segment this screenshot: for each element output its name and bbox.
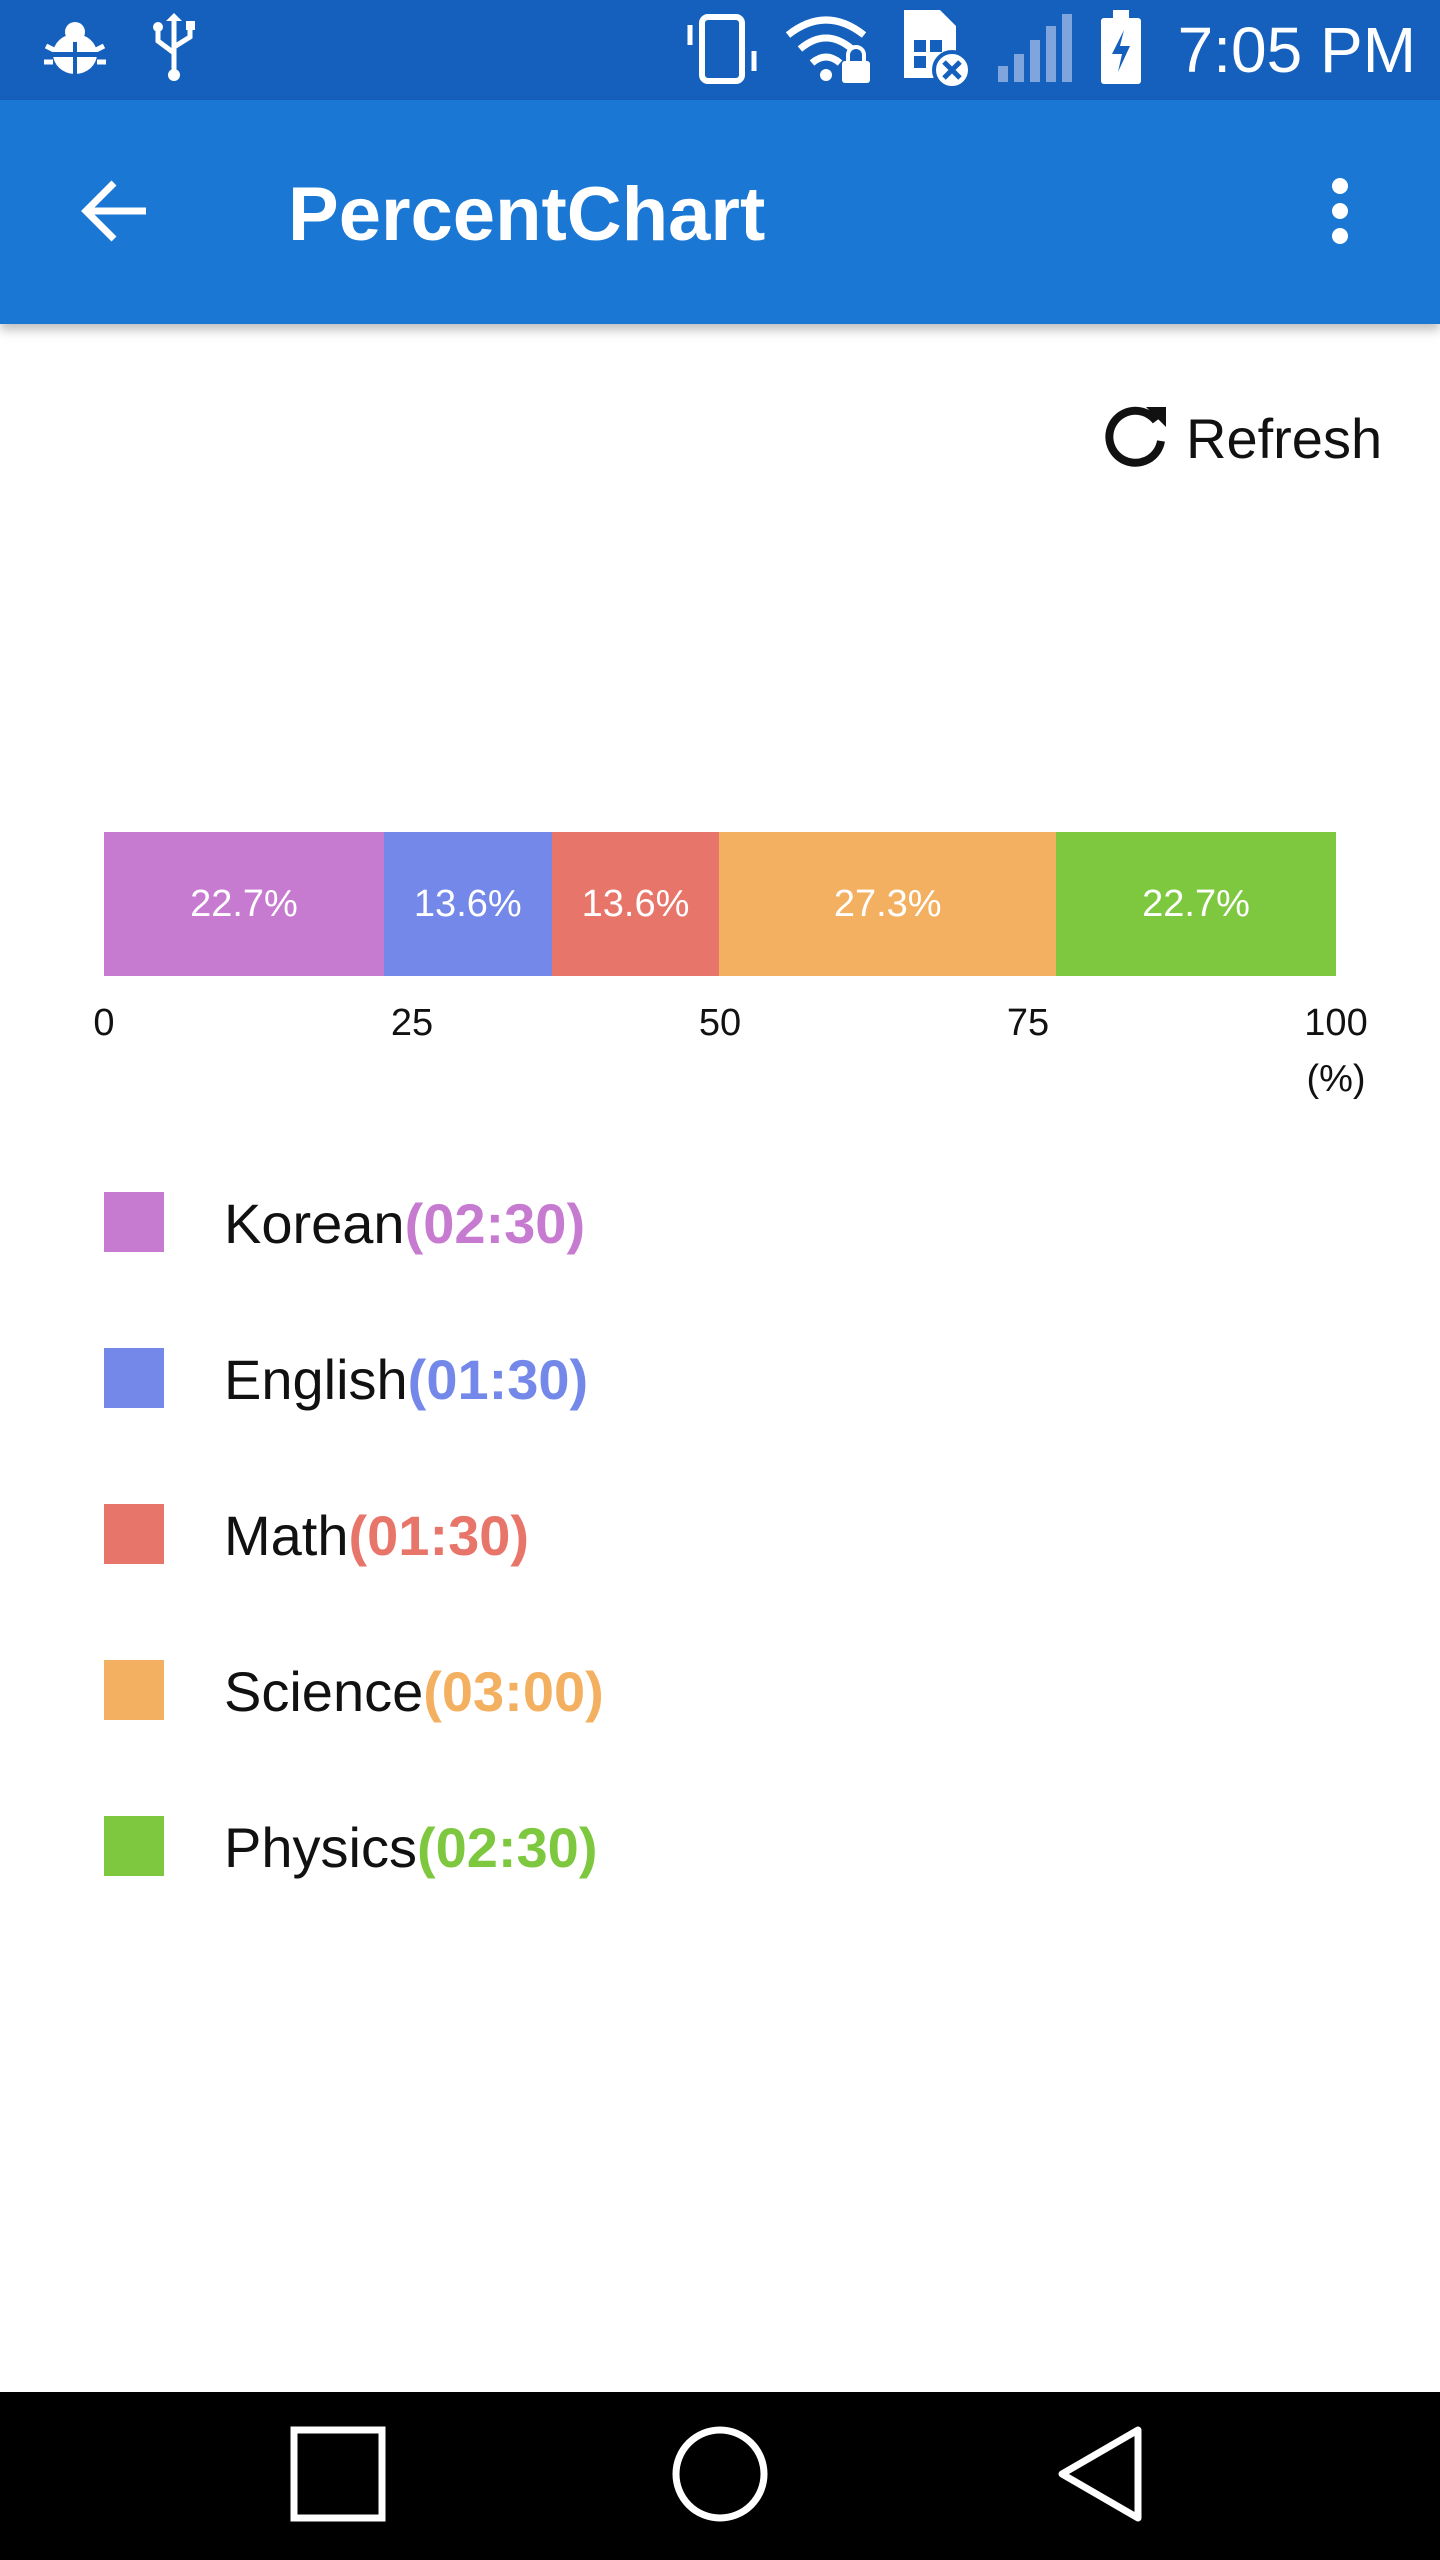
bar-segment-english: 13.6% bbox=[383, 832, 552, 976]
legend-subject-name: Physics bbox=[224, 1816, 417, 1879]
navigation-bar bbox=[0, 2392, 1440, 2560]
page-title: PercentChart bbox=[288, 172, 766, 257]
arrow-back-icon bbox=[80, 179, 150, 248]
legend-subject-time: (01:30) bbox=[348, 1504, 530, 1567]
circle-home-icon bbox=[670, 2424, 770, 2529]
legend-item: Korean(02:30) bbox=[104, 1176, 1304, 1332]
legend-item: Math(01:30) bbox=[104, 1488, 1304, 1644]
x-tick-label: 0 bbox=[93, 1002, 115, 1044]
legend-label: English(01:30) bbox=[224, 1332, 588, 1428]
legend-label: Math(01:30) bbox=[224, 1488, 529, 1584]
wifi-lock-icon bbox=[784, 11, 874, 90]
legend-label: Physics(02:30) bbox=[224, 1800, 597, 1896]
refresh-button[interactable]: Refresh bbox=[1100, 388, 1390, 488]
status-bar: 7:05 PM bbox=[0, 0, 1440, 100]
refresh-label: Refresh bbox=[1186, 406, 1383, 470]
legend-subject-name: Science bbox=[224, 1660, 424, 1723]
legend-swatch bbox=[104, 1816, 164, 1876]
vibrate-icon bbox=[682, 11, 762, 90]
more-vert-icon bbox=[1330, 176, 1350, 251]
app-bar: PercentChart bbox=[0, 100, 1440, 324]
legend-swatch bbox=[104, 1504, 164, 1564]
bar-segment-science: 27.3% bbox=[719, 832, 1057, 976]
legend-subject-time: (03:00) bbox=[423, 1660, 604, 1723]
battery-charging-icon bbox=[1096, 8, 1146, 93]
legend-label: Science(03:00) bbox=[224, 1644, 604, 1740]
stacked-bar: 22.7% 13.6% 13.6% 27.3% 22.7% bbox=[104, 832, 1336, 976]
x-tick-label: 25 bbox=[390, 1002, 434, 1044]
debug-bug-icon bbox=[40, 16, 110, 85]
usb-icon bbox=[150, 12, 198, 88]
chart-legend: Korean(02:30) English(01:30) Math(01:30) Sc… bbox=[104, 1176, 1304, 1956]
x-tick-label: 75 bbox=[1006, 1002, 1050, 1044]
legend-item: Physics(02:30) bbox=[104, 1800, 1304, 1956]
legend-swatch bbox=[104, 1192, 164, 1252]
legend-swatch bbox=[104, 1348, 164, 1408]
home-button[interactable] bbox=[656, 2412, 784, 2540]
bar-segment-physics: 22.7% bbox=[1056, 832, 1336, 976]
recents-button[interactable] bbox=[274, 2412, 402, 2540]
legend-item: Science(03:00) bbox=[104, 1644, 1304, 1800]
signal-icon bbox=[994, 10, 1074, 91]
legend-subject-name: English bbox=[224, 1348, 408, 1411]
legend-item: English(01:30) bbox=[104, 1332, 1304, 1488]
nav-back-button[interactable] bbox=[1038, 2412, 1166, 2540]
axis-unit-label: (%) bbox=[1306, 1058, 1366, 1100]
legend-subject-time: (02:30) bbox=[416, 1816, 598, 1879]
legend-label: Korean(02:30) bbox=[224, 1176, 585, 1272]
bar-segment-math: 13.6% bbox=[551, 832, 720, 976]
x-tick-label: 50 bbox=[698, 1002, 742, 1044]
sim-error-icon bbox=[896, 6, 972, 95]
status-time: 7:05 PM bbox=[1177, 14, 1416, 86]
overflow-menu-button[interactable] bbox=[1300, 158, 1380, 268]
percent-chart: 22.7% 13.6% 13.6% 27.3% 22.7% 0 25 50 75 100 (%) bbox=[0, 780, 1440, 1140]
refresh-icon bbox=[1100, 401, 1170, 476]
legend-swatch bbox=[104, 1660, 164, 1720]
legend-subject-time: (02:30) bbox=[404, 1192, 586, 1255]
bar-segment-korean: 22.7% bbox=[104, 832, 384, 976]
legend-subject-name: Korean bbox=[224, 1192, 405, 1255]
x-tick-label: 100 bbox=[1304, 1002, 1368, 1044]
back-button[interactable] bbox=[60, 158, 170, 268]
triangle-back-icon bbox=[1052, 2424, 1152, 2529]
legend-subject-name: Math bbox=[224, 1504, 349, 1567]
legend-subject-time: (01:30) bbox=[407, 1348, 589, 1411]
square-recents-icon bbox=[288, 2424, 388, 2529]
